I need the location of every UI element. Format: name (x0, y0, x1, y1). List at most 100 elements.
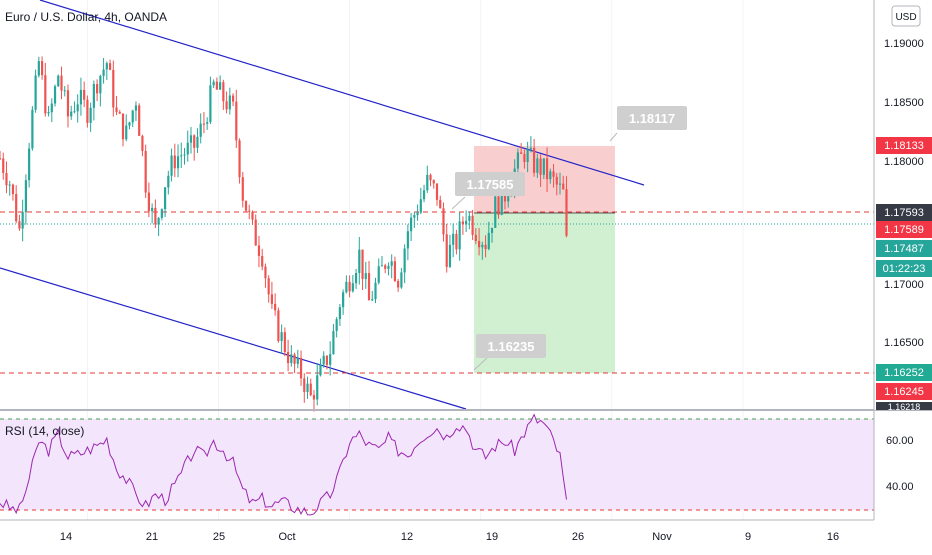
candle-body[interactable] (348, 281, 351, 292)
candle-body[interactable] (429, 174, 432, 181)
candle-body[interactable] (481, 244, 484, 248)
candle-body[interactable] (445, 234, 448, 267)
candle-body[interactable] (283, 332, 286, 352)
time-axis[interactable]: 14 21 25 Oct 12 19 26 Nov 9 16 (0, 519, 874, 543)
candle-body[interactable] (345, 281, 348, 293)
candle-body[interactable] (261, 255, 264, 267)
annotation-target[interactable]: 1.16235 (473, 334, 546, 371)
candle-body[interactable] (342, 292, 345, 308)
candle-body[interactable] (477, 240, 481, 248)
candle-body[interactable] (128, 122, 131, 126)
candle-body[interactable] (257, 245, 261, 256)
candle-body[interactable] (507, 196, 510, 202)
candle-body[interactable] (160, 209, 163, 218)
candle-body[interactable] (296, 357, 299, 364)
candle-body[interactable] (251, 211, 254, 220)
candle-body[interactable] (270, 294, 274, 304)
candle-body[interactable] (189, 135, 193, 143)
candle-body[interactable] (367, 273, 371, 301)
candle-body[interactable] (186, 142, 189, 155)
candle-body[interactable] (79, 89, 83, 105)
candle-body[interactable] (319, 364, 322, 376)
candle-body[interactable] (37, 61, 40, 76)
candle-body[interactable] (406, 231, 409, 249)
candle-body[interactable] (410, 217, 413, 232)
candle-body[interactable] (53, 86, 57, 104)
candle-body[interactable] (552, 171, 555, 177)
lower-channel-line[interactable] (0, 267, 467, 410)
candle-body[interactable] (170, 155, 173, 176)
candle-body[interactable] (264, 266, 267, 279)
candle-body[interactable] (173, 155, 176, 169)
candle-body[interactable] (452, 233, 455, 245)
candle-body[interactable] (18, 221, 21, 229)
candle-body[interactable] (455, 233, 458, 250)
candle-body[interactable] (206, 122, 209, 124)
candle-body[interactable] (131, 110, 134, 123)
candle-body[interactable] (465, 220, 468, 225)
candle-body[interactable] (157, 217, 160, 225)
candle-body[interactable] (351, 283, 354, 292)
candle-body[interactable] (235, 101, 238, 141)
candle-body[interactable] (474, 234, 477, 241)
candle-body[interactable] (448, 244, 452, 267)
candle-body[interactable] (0, 158, 2, 160)
candle-body[interactable] (435, 183, 439, 200)
candle-body[interactable] (151, 207, 154, 212)
candle-body[interactable] (325, 355, 329, 365)
candle-body[interactable] (277, 310, 280, 341)
candle-body[interactable] (44, 75, 47, 114)
candle-body[interactable] (183, 154, 186, 156)
candle-body[interactable] (228, 95, 231, 110)
candle-body[interactable] (254, 219, 257, 246)
candle-body[interactable] (529, 147, 532, 150)
candle-body[interactable] (248, 210, 251, 212)
candle-body[interactable] (274, 303, 277, 311)
candle-body[interactable] (306, 383, 309, 392)
candle-body[interactable] (520, 152, 523, 154)
candle-body[interactable] (516, 152, 520, 169)
candle-body[interactable] (241, 177, 244, 201)
candle-body[interactable] (361, 249, 364, 279)
annotation-entry[interactable]: 1.17585 (451, 172, 525, 210)
candle-body[interactable] (219, 82, 222, 90)
candle-body[interactable] (112, 69, 115, 108)
candle-body[interactable] (167, 175, 170, 188)
candle-body[interactable] (5, 172, 8, 186)
candle-body[interactable] (89, 107, 92, 123)
candle-body[interactable] (555, 176, 558, 185)
candle-body[interactable] (102, 69, 105, 76)
candle-body[interactable] (309, 383, 312, 396)
candle-body[interactable] (374, 282, 377, 300)
candle-body[interactable] (47, 112, 50, 114)
candle-body[interactable] (118, 112, 121, 114)
candle-body[interactable] (180, 155, 183, 157)
candle-body[interactable] (76, 104, 79, 112)
candle-body[interactable] (66, 90, 70, 117)
candle-body[interactable] (141, 135, 144, 151)
candle-body[interactable] (222, 82, 225, 102)
candle-body[interactable] (176, 156, 180, 169)
candle-body[interactable] (549, 171, 552, 180)
candle-body[interactable] (461, 221, 464, 225)
candle-body[interactable] (115, 107, 118, 113)
candle-body[interactable] (293, 354, 296, 364)
candle-body[interactable] (390, 261, 393, 266)
candle-body[interactable] (393, 261, 397, 281)
candle-body[interactable] (419, 199, 422, 213)
candle-body[interactable] (471, 215, 474, 235)
candle-body[interactable] (371, 299, 374, 301)
upper-channel-line[interactable] (39, 0, 645, 186)
candle-body[interactable] (539, 158, 542, 175)
candle-body[interactable] (422, 190, 426, 200)
candle-body[interactable] (397, 280, 400, 288)
candle-body[interactable] (364, 273, 367, 279)
candle-body[interactable] (138, 105, 141, 136)
candle-body[interactable] (536, 158, 539, 173)
candle-body[interactable] (11, 184, 15, 195)
candle-body[interactable] (34, 75, 37, 110)
candle-body[interactable] (21, 212, 24, 229)
candle-body[interactable] (196, 136, 199, 148)
rsi-line[interactable] (0, 413, 567, 516)
candle-body[interactable] (490, 227, 494, 233)
